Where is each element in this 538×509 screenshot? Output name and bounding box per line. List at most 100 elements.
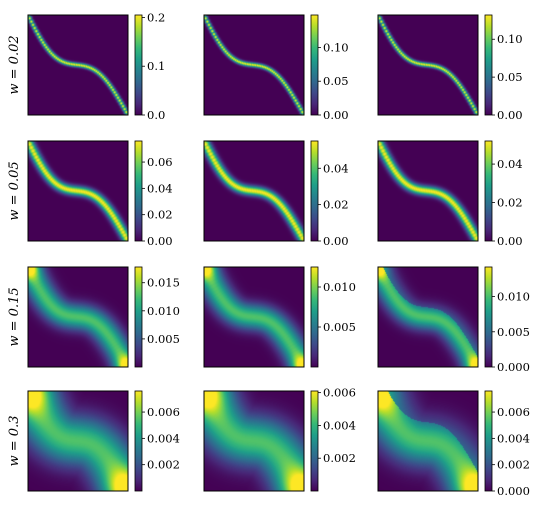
heatmap-panel: 0.00 0.02 0.04 0.06	[27, 140, 173, 248]
colorbar-tick-label: 0.05	[497, 70, 523, 84]
colorbar-tick-label: 0.002	[147, 458, 180, 472]
colorbar-tick-label: 0.02	[323, 198, 349, 212]
colorbar-tick-label: 0.010	[497, 290, 530, 304]
heatmap-panel: 0.00 0.05 0.10	[377, 14, 523, 122]
colorbar-tick-label: 0.002	[497, 458, 530, 472]
colorbar-tick-label: 0.10	[323, 40, 349, 54]
colorbar-tick-label: 0.006	[323, 386, 356, 400]
heatmap-grid: 0.00.10.20.000.050.100.000.050.100.000.0…	[27, 10, 530, 498]
colorbar-frame	[134, 14, 143, 116]
heatmap-image	[378, 141, 478, 241]
colorbar-tick-label: 0.2	[147, 10, 165, 24]
colorbar-tick-label: 0.02	[147, 208, 173, 222]
heatmap-panel: 0.005 0.010	[203, 266, 356, 368]
colorbar-tick-label: 0.00	[323, 108, 349, 122]
heatmap-image	[204, 267, 304, 367]
colorbar-frame	[310, 266, 319, 368]
colorbar-tick-label: 0.005	[147, 332, 180, 346]
heatmap-panel: 0.000 0.005 0.010	[377, 266, 530, 374]
colorbar-tick-label: 0.02	[497, 196, 523, 210]
colorbar-tick-label: 0.006	[497, 405, 530, 419]
row-label: w = 0.02	[7, 35, 22, 94]
colorbar-tick-label: 0.10	[497, 32, 523, 46]
row-label: w = 0.15	[7, 287, 22, 346]
colorbar-frame	[134, 266, 143, 368]
heatmap-image	[28, 267, 128, 367]
row-label: w = 0.3	[7, 416, 22, 467]
colorbar-tick-label: 0.010	[323, 280, 356, 294]
colorbar	[485, 391, 492, 491]
colorbar	[135, 391, 142, 491]
row-label: w = 0.05	[7, 161, 22, 220]
heatmap-frame	[203, 266, 305, 368]
heatmap-image	[204, 141, 304, 241]
colorbar	[311, 15, 318, 115]
colorbar-tick-label: 0.1	[147, 59, 165, 73]
colorbar-tick-label: 0.000	[497, 360, 530, 374]
colorbar	[135, 267, 142, 367]
heatmap-frame	[377, 140, 479, 242]
colorbar-frame	[484, 390, 493, 492]
colorbar-tick-label: 0.06	[147, 155, 173, 169]
colorbar	[135, 15, 142, 115]
colorbar-tick-label: 0.05	[323, 74, 349, 88]
heatmap-image	[378, 15, 478, 115]
heatmap-image	[28, 391, 128, 491]
colorbar-tick-label: 0.0	[147, 108, 165, 122]
heatmap-frame	[27, 390, 129, 492]
colorbar-tick-label: 0.006	[147, 405, 180, 419]
colorbar-tick-label: 0.00	[323, 234, 349, 248]
heatmap-frame	[377, 266, 479, 368]
heatmap-frame	[27, 14, 129, 116]
colorbar-frame	[134, 390, 143, 492]
heatmap-panel: 0.000 0.002 0.004 0.006	[377, 390, 530, 498]
colorbar-tick-label: 0.04	[147, 181, 173, 195]
heatmap-panel: 0.0 0.1 0.2	[27, 10, 165, 122]
heatmap-panel: 0.00 0.02 0.04	[377, 140, 523, 248]
colorbar-tick-label: 0.005	[323, 320, 356, 334]
colorbar-tick-label: 0.002	[323, 451, 356, 465]
colorbar	[485, 141, 492, 241]
colorbar-frame	[310, 140, 319, 242]
colorbar-tick-label: 0.04	[323, 161, 349, 175]
heatmap-frame	[203, 390, 305, 492]
heatmap-image	[378, 391, 478, 491]
heatmap-frame	[203, 14, 305, 116]
colorbar	[311, 267, 318, 367]
colorbar-tick-label: 0.004	[147, 431, 180, 445]
heatmap-panel: 0.00 0.02 0.04	[203, 140, 349, 248]
row-labels: w = 0.02 w = 0.05 w = 0.15 w = 0.3	[7, 35, 22, 466]
heatmap-panel: 0.002 0.004 0.006	[203, 386, 356, 492]
colorbar	[311, 391, 318, 491]
heatmap-image	[204, 391, 304, 491]
colorbar-tick-label: 0.000	[497, 484, 530, 498]
colorbar-frame	[484, 14, 493, 116]
heatmap-image	[204, 15, 304, 115]
colorbar-tick-label: 0.00	[497, 108, 523, 122]
heatmap-frame	[377, 14, 479, 116]
heatmap-panel: 0.005 0.010 0.015	[27, 266, 180, 368]
heatmap-panel: 0.00 0.05 0.10	[203, 14, 349, 122]
colorbar-tick-label: 0.00	[147, 234, 173, 248]
colorbar	[485, 15, 492, 115]
heatmap-frame	[27, 266, 129, 368]
colorbar-tick-label: 0.04	[497, 157, 523, 171]
colorbar	[311, 141, 318, 241]
colorbar-tick-label: 0.00	[497, 234, 523, 248]
heatmap-frame	[27, 140, 129, 242]
colorbar-tick-label: 0.010	[147, 304, 180, 318]
colorbar-frame	[310, 390, 319, 492]
heatmap-frame	[377, 390, 479, 492]
colorbar-frame	[484, 140, 493, 242]
colorbar-frame	[484, 266, 493, 368]
colorbar-tick-label: 0.004	[497, 431, 530, 445]
colorbar-tick-label: 0.004	[323, 418, 356, 432]
colorbar-tick-label: 0.015	[147, 276, 180, 290]
heatmap-panel: 0.002 0.004 0.006	[27, 390, 180, 492]
colorbar-frame	[310, 14, 319, 116]
heatmap-image	[378, 267, 478, 367]
colorbar-tick-label: 0.005	[497, 325, 530, 339]
heatmap-frame	[203, 140, 305, 242]
heatmap-image	[28, 141, 128, 241]
colorbar	[135, 141, 142, 241]
